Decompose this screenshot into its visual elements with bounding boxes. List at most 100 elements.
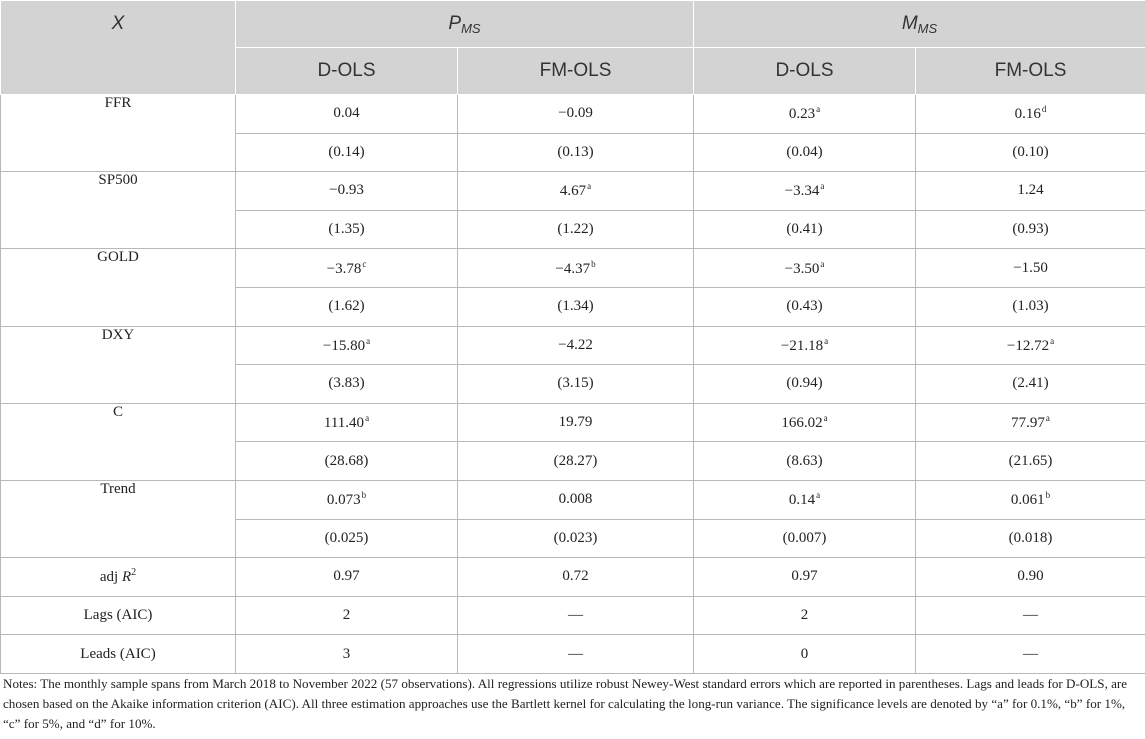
adj-r2-prefix: adj xyxy=(99,569,122,586)
se-cell: (8.63) xyxy=(693,441,916,481)
coef-value: −0.93 xyxy=(329,182,364,199)
significance-mark: a xyxy=(1045,413,1050,424)
coef-value: −12.72 xyxy=(1006,337,1050,354)
table-row-se: (0.025) (0.023) (0.007) (0.018) xyxy=(1,518,1145,559)
se-cell: (0.93) xyxy=(914,209,1145,250)
coef-value: −3.78 xyxy=(326,260,362,277)
coef-value: 0.008 xyxy=(558,491,593,508)
header-group-pms: PMS xyxy=(235,0,694,48)
header-x: X xyxy=(0,0,236,95)
row-variable: Trend xyxy=(0,479,236,559)
table-row-coef: Trend 0.073b 0.008 0.14a 0.061b xyxy=(0,479,1145,559)
se-cell: (0.94) xyxy=(693,364,916,404)
table-row-se: (1.62) (1.34) (0.43) (1.03) xyxy=(1,286,1145,327)
coef-cell: −1.50 xyxy=(914,248,1145,288)
significance-mark: a xyxy=(816,490,821,501)
coef-cell: −4.22 xyxy=(457,325,694,366)
coef-cell: 19.79 xyxy=(457,402,694,443)
coef-value: 0.14 xyxy=(788,492,816,509)
row-variable: SP500 xyxy=(0,171,236,250)
coef-cell: −3.34a xyxy=(693,171,916,211)
coef-cell: 1.24 xyxy=(914,171,1145,211)
se-cell: (3.15) xyxy=(457,364,694,404)
row-variable: GOLD xyxy=(0,248,236,327)
coef-cell: 0.16d xyxy=(914,94,1145,134)
significance-mark: a xyxy=(366,335,371,346)
se-cell: (28.27) xyxy=(457,441,694,481)
coef-value: −15.80 xyxy=(322,337,366,354)
significance-mark: a xyxy=(365,413,370,424)
se-cell: (0.023) xyxy=(457,518,694,559)
coef-value: 4.67 xyxy=(559,183,587,200)
header-method: FM-OLS xyxy=(914,47,1145,95)
coef-cell: −12.72a xyxy=(914,325,1145,366)
adj-r2-value: 0.97 xyxy=(235,557,458,597)
header-method: D-OLS xyxy=(235,47,458,95)
row-variable: FFR xyxy=(0,93,236,173)
row-lags-label: Lags (AIC) xyxy=(0,595,236,636)
table-row-adj-r2: adj R2 0.97 0.72 0.97 0.90 xyxy=(0,557,1145,597)
table-row-coef: DXY −15.80a −4.22 −21.18a −12.72a xyxy=(0,325,1145,404)
coef-value: −3.34 xyxy=(784,183,820,200)
significance-mark: a xyxy=(823,413,828,424)
significance-mark: a xyxy=(1050,335,1055,346)
adj-r2-value: 0.72 xyxy=(457,557,694,597)
coef-value: −4.37 xyxy=(555,260,591,277)
coef-cell: 4.67a xyxy=(457,171,694,211)
coef-cell: −15.80a xyxy=(235,325,458,366)
significance-mark: a xyxy=(820,258,825,269)
leads-value: — xyxy=(914,634,1145,674)
se-cell: (0.04) xyxy=(693,132,916,173)
row-leads-label: Leads (AIC) xyxy=(0,634,236,674)
coef-value: −21.18 xyxy=(780,337,824,354)
significance-mark: b xyxy=(591,258,596,269)
table-row-se: (28.68) (28.27) (8.63) (21.65) xyxy=(1,441,1145,481)
coef-value: 0.073 xyxy=(326,492,361,509)
header-group-pms-sub: MS xyxy=(461,20,481,36)
table-row-coef: SP500 −0.93 4.67a −3.34a 1.24 xyxy=(0,171,1145,250)
significance-mark: b xyxy=(361,490,367,501)
se-cell: (0.43) xyxy=(693,286,916,327)
coef-value: 1.24 xyxy=(1017,182,1044,199)
coef-cell: 111.40a xyxy=(235,402,458,443)
table-row-leads: Leads (AIC) 3—0— xyxy=(0,634,1145,674)
adj-r2-superscript: 2 xyxy=(131,567,137,579)
header-group-mms: MMS xyxy=(692,0,1145,48)
header-method: D-OLS xyxy=(693,47,916,95)
coef-value: 0.23 xyxy=(788,106,816,123)
se-cell: (0.41) xyxy=(693,209,916,250)
coef-cell: 0.04 xyxy=(235,94,458,134)
header-group-pms-symbol: P xyxy=(448,12,462,34)
header-group-mms-symbol: M xyxy=(901,12,918,34)
se-cell: (0.025) xyxy=(235,518,458,559)
se-cell: (3.83) xyxy=(235,364,458,404)
coef-value: 166.02 xyxy=(781,415,823,432)
significance-mark: a xyxy=(824,335,829,346)
significance-mark: a xyxy=(816,104,821,115)
lags-value: 2 xyxy=(235,595,458,636)
coef-value: −3.50 xyxy=(784,260,820,277)
se-cell: (1.62) xyxy=(235,286,458,327)
coef-value: 0.04 xyxy=(333,105,360,122)
table-row-lags: Lags (AIC) 2—2— xyxy=(0,595,1145,636)
se-cell: (0.13) xyxy=(457,132,694,173)
coef-cell: −21.18a xyxy=(693,325,916,366)
adj-r2-symbol: R xyxy=(121,569,132,586)
coef-cell: −0.93 xyxy=(235,171,458,211)
significance-mark: a xyxy=(587,181,592,192)
coef-value: 0.16 xyxy=(1014,106,1041,123)
coef-cell: −3.50a xyxy=(693,248,916,288)
se-cell: (1.22) xyxy=(457,209,694,250)
leads-value: 0 xyxy=(693,634,916,674)
coef-value: 0.061 xyxy=(1010,492,1045,509)
leads-value: — xyxy=(457,634,694,674)
regression-table: X PMS MMS D-OLS FM-OLS D-OLS FM-OLS FFR 0… xyxy=(0,0,1145,674)
table-row-se: (3.83) (3.15) (0.94) (2.41) xyxy=(1,364,1145,404)
table-header: X PMS MMS D-OLS FM-OLS D-OLS FM-OLS xyxy=(0,0,1145,95)
table-row-coef: FFR 0.04 −0.09 0.23a 0.16d xyxy=(0,93,1145,173)
coef-value: 77.97 xyxy=(1011,415,1045,432)
coef-value: −0.09 xyxy=(558,105,593,122)
row-variable: C xyxy=(0,402,236,481)
header-row-methods: D-OLS FM-OLS D-OLS FM-OLS xyxy=(1,47,1145,95)
adj-r2-value: 0.90 xyxy=(914,557,1145,597)
